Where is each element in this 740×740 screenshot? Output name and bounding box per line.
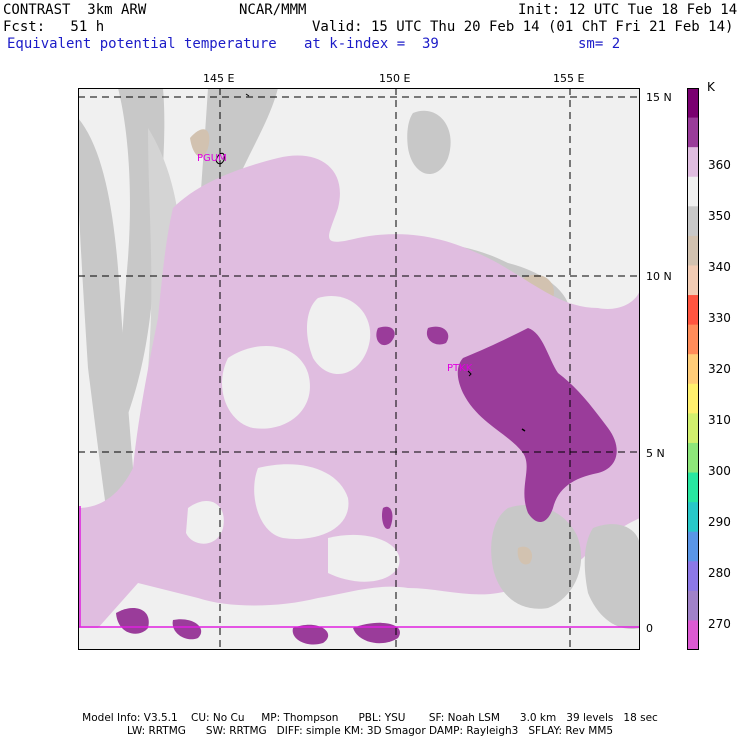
forecast-hour: Fcst: 51 h [3, 19, 105, 35]
colorbar-swatch-2 [687, 147, 699, 178]
theta-e-map: PGUM PTKK [78, 88, 640, 650]
model-info-line2: LW: RRTMG SW: RRTMG DIFF: simple KM: 3D … [126, 725, 614, 737]
white-hole-1 [222, 346, 310, 429]
colorbar-label-270: 270 [708, 617, 731, 631]
colorbar-frame [687, 88, 699, 650]
dark-purple-region [457, 328, 617, 523]
colorbar-swatch-8 [687, 324, 699, 355]
colorbar [687, 88, 699, 650]
station-label-ptkk: PTKK [447, 363, 473, 374]
colorbar-label-360: 360 [708, 158, 731, 172]
map-frame [78, 88, 640, 650]
colorbar-swatch-13 [687, 472, 699, 503]
colorbar-swatch-16 [687, 561, 699, 592]
colorbar-label-280: 280 [708, 566, 731, 580]
colorbar-swatch-9 [687, 354, 699, 385]
island-north [245, 93, 250, 97]
colorbar-label-340: 340 [708, 260, 731, 274]
colorbar-swatch-5 [687, 235, 699, 266]
island-pohnpei [521, 428, 526, 432]
gray-patch-se1 [491, 504, 582, 609]
lon-label-145: 145 E [203, 72, 235, 85]
smoothing-label: sm= 2 [578, 36, 621, 52]
lat-label-5n: 5 N [646, 447, 665, 460]
colorbar-unit: K [707, 80, 715, 94]
colorbar-swatch-0 [687, 88, 699, 119]
colorbar-label-310: 310 [708, 413, 731, 427]
dark-purple-spot-1 [376, 326, 395, 346]
dark-purple-spot-2 [426, 326, 449, 345]
lat-label-15n: 15 N [646, 91, 672, 104]
dark-purple-spot-7 [381, 506, 393, 529]
island-guam [215, 152, 225, 165]
lon-label-155: 155 E [553, 72, 585, 85]
institution-label: NCAR/MMM [239, 2, 307, 18]
valid-time: Valid: 15 UTC Thu 20 Feb 14 (01 ChT Fri … [312, 19, 734, 35]
tan-patch-se [517, 546, 533, 565]
model-title: CONTRAST 3km ARW [3, 2, 147, 18]
lon-label-150: 150 E [379, 72, 411, 85]
dark-purple-spot-6 [353, 622, 400, 644]
colorbar-swatch-14 [687, 502, 699, 533]
lat-label-10n: 10 N [646, 270, 672, 283]
colorbar-swatch-12 [687, 442, 699, 474]
island-chuuk [467, 370, 472, 377]
colorbar-label-300: 300 [708, 464, 731, 478]
gray-patch-se2 [584, 524, 640, 629]
colorbar-swatch-11 [687, 413, 699, 444]
colorbar-swatch-7 [687, 295, 699, 326]
colorbar-swatch-15 [687, 531, 699, 562]
colorbar-swatch-4 [687, 206, 699, 237]
colorbar-swatch-18 [687, 620, 699, 650]
colorbar-label-290: 290 [708, 515, 731, 529]
colorbar-swatch-6 [687, 265, 699, 296]
colorbar-label-320: 320 [708, 362, 731, 376]
tan-patch-north [190, 129, 210, 157]
colorbar-swatch-10 [687, 383, 699, 414]
dark-purple-spot-5 [292, 624, 329, 645]
gray-band-west [78, 118, 148, 588]
colorbar-label-330: 330 [708, 311, 731, 325]
model-info-line1: Model Info: V3.5.1 CU: No Cu MP: Thompso… [82, 712, 658, 724]
colorbar-swatch-1 [687, 117, 699, 148]
dark-purple-spot-4 [172, 619, 202, 640]
level-label: at k-index = 39 [304, 36, 439, 52]
gray-patch-ne1 [407, 110, 451, 175]
init-time: Init: 12 UTC Tue 18 Feb 14 [518, 2, 738, 18]
lat-label-0: 0 [646, 622, 653, 635]
white-hole-5 [186, 500, 224, 544]
white-hole-4 [328, 534, 400, 582]
station-label-pgum: PGUM [197, 153, 227, 164]
field-name: Equivalent potential temperature [7, 36, 277, 52]
white-hole-2 [306, 296, 371, 375]
colorbar-swatch-3 [687, 176, 699, 207]
white-hole-3 [254, 464, 349, 539]
colorbar-label-350: 350 [708, 209, 731, 223]
colorbar-swatch-17 [687, 590, 699, 621]
